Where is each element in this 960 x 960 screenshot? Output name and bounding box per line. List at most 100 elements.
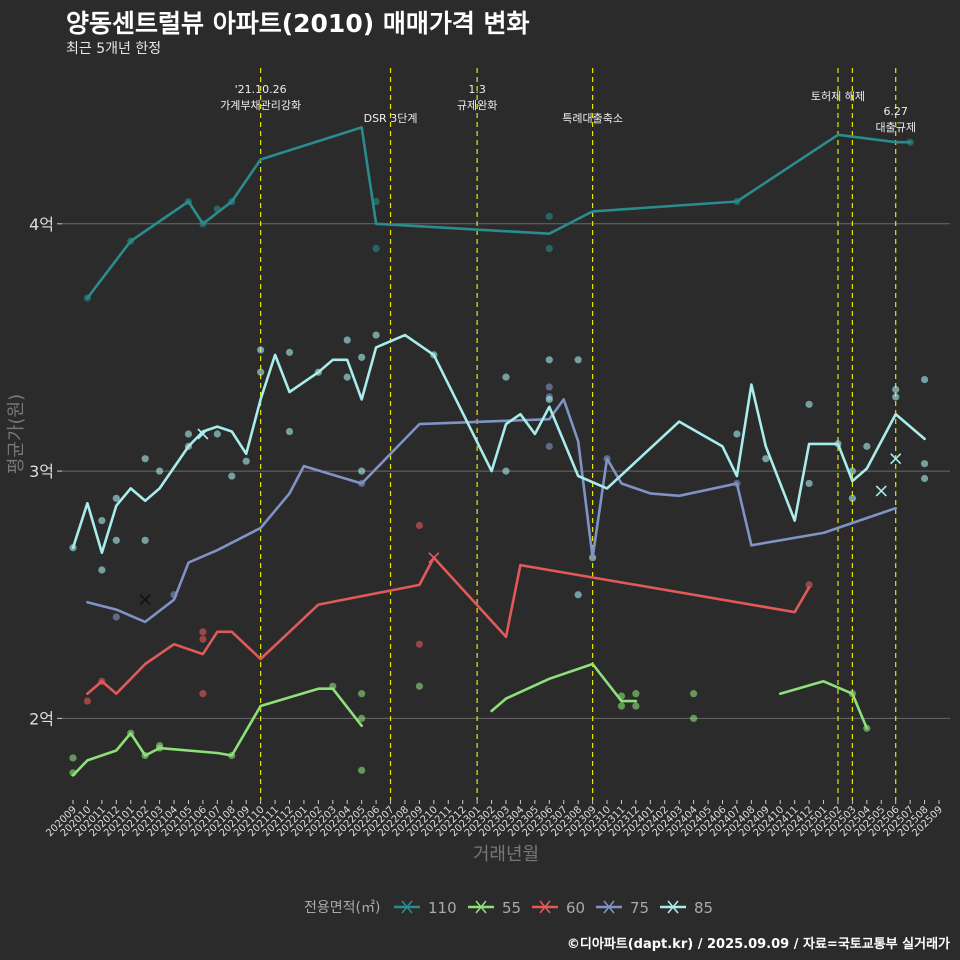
data-point-75 <box>545 383 553 391</box>
data-point-85 <box>574 356 582 364</box>
data-point-55 <box>632 690 640 698</box>
data-point-55 <box>69 754 77 762</box>
legend-label-110: 110 <box>428 899 457 917</box>
legend-marker-110 <box>401 900 413 914</box>
data-point-85 <box>242 457 250 465</box>
data-point-85 <box>98 516 106 525</box>
series-line-75 <box>86 398 898 624</box>
data-point-85 <box>358 353 366 361</box>
event-label-line: 가계부채관리강화 <box>220 99 301 112</box>
data-point-85 <box>805 479 813 488</box>
legend-label-55: 55 <box>502 899 521 917</box>
series-line-60 <box>86 556 811 696</box>
data-point-55 <box>690 690 698 698</box>
data-point-85 <box>98 566 106 574</box>
data-point-85 <box>545 356 553 364</box>
data-point-60 <box>83 697 92 705</box>
legend-label-85: 85 <box>694 899 713 917</box>
data-point-85 <box>920 474 929 483</box>
data-point-85 <box>372 331 380 339</box>
data-point-110 <box>545 212 553 220</box>
source-footer: ©디아파트(dapt.kr) / 2025.09.09 / 자료=국토교통부 실… <box>566 937 950 952</box>
data-point-55 <box>415 682 423 690</box>
y-tick-label: 4억 <box>29 215 54 234</box>
data-point-85 <box>141 536 149 544</box>
data-point-110 <box>545 244 553 253</box>
data-point-60 <box>199 635 207 643</box>
data-point-85 <box>502 467 510 475</box>
data-point-85 <box>257 368 265 376</box>
data-point-85 <box>112 536 120 544</box>
data-point-85 <box>285 348 294 356</box>
event-label-line: 규제완화 <box>457 99 497 112</box>
data-point-75 <box>545 442 553 450</box>
data-point-55 <box>632 702 640 710</box>
x-marker-60 <box>428 552 440 564</box>
legend-label-60: 60 <box>566 899 585 917</box>
data-point-60 <box>415 521 423 530</box>
data-point-85 <box>863 442 871 450</box>
legend-marker-60 <box>539 900 551 914</box>
data-point-85 <box>156 467 164 475</box>
data-point-85 <box>762 455 770 463</box>
data-point-55 <box>358 714 366 722</box>
y-tick-label: 3억 <box>29 462 54 481</box>
chart-subtitle: 최근 5개년 한정 <box>66 41 162 57</box>
chart-title: 양동센트럴뷰 아파트(2010) 매매가격 변화 <box>66 9 530 38</box>
data-point-55 <box>358 766 366 774</box>
data-point-55 <box>358 690 366 698</box>
data-point-85 <box>545 395 553 403</box>
data-point-85 <box>848 494 857 502</box>
event-label-line: 토허제 해제 <box>811 89 865 103</box>
series-line-55 <box>490 662 638 713</box>
data-point-55 <box>690 714 698 722</box>
legend-marker-85 <box>667 900 679 914</box>
x-axis-title: 거래년월 <box>473 844 539 865</box>
data-point-85 <box>920 460 929 468</box>
data-point-85 <box>920 375 929 384</box>
event-label: 6.27 대출규제 <box>875 105 915 134</box>
data-point-85 <box>257 346 265 354</box>
data-point-60 <box>415 640 423 648</box>
x-marker-75 <box>139 594 151 606</box>
data-point-85 <box>141 455 149 463</box>
data-point-85 <box>228 472 236 480</box>
legend-marker-75 <box>603 900 615 914</box>
data-point-60 <box>199 628 207 636</box>
event-label-line: '21.10.26 <box>235 83 287 96</box>
event-label: 특례대출축소 <box>562 112 623 125</box>
data-point-85 <box>358 467 366 475</box>
data-point-85 <box>574 591 582 599</box>
data-point-85 <box>805 400 813 408</box>
event-label-line: DSR 3단계 <box>364 112 418 125</box>
data-point-110 <box>372 244 380 253</box>
event-label: '21.10.26 가계부채관리강화 <box>220 83 301 112</box>
event-label: 1.3 규제완화 <box>457 83 497 112</box>
data-point-85 <box>343 373 351 381</box>
y-tick-label: 2억 <box>29 709 54 728</box>
data-point-60 <box>805 581 813 589</box>
series-line-85 <box>71 333 926 555</box>
legend-layer: 전용면적(㎡) 110 55 60 75 85 <box>304 899 713 917</box>
series-line-55 <box>778 679 869 730</box>
x-marker-85 <box>890 453 902 465</box>
data-point-85 <box>502 373 510 381</box>
data-point-85 <box>733 430 741 438</box>
data-point-55 <box>617 702 626 710</box>
data-point-60 <box>199 690 207 698</box>
series-line-110 <box>86 126 912 300</box>
data-point-85 <box>343 336 351 344</box>
point-layer <box>69 138 929 777</box>
x-marker-85 <box>197 428 209 440</box>
data-point-85 <box>184 430 193 438</box>
data-point-85 <box>213 430 221 438</box>
y-axis-title: 평균가(원) <box>6 394 27 474</box>
data-point-85 <box>892 393 900 401</box>
event-label-line: 1.3 <box>468 83 486 96</box>
series-line-55 <box>71 687 364 777</box>
legend-marker-55 <box>475 900 487 914</box>
legend-title: 전용면적(㎡) <box>304 900 380 916</box>
data-point-85 <box>285 427 294 436</box>
